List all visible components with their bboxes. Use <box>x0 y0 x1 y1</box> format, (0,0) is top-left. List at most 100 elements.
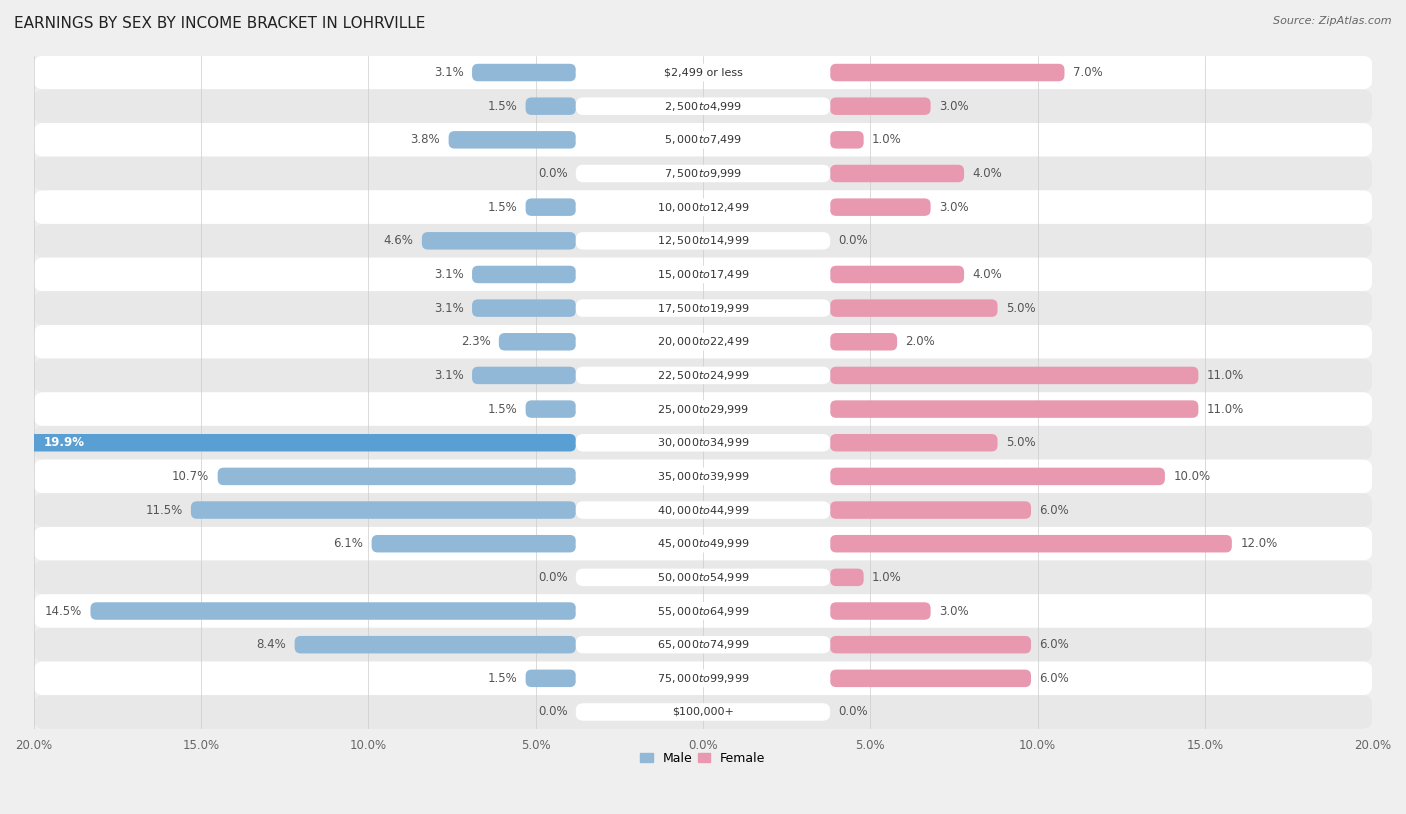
FancyBboxPatch shape <box>830 468 1166 485</box>
Text: 5.0%: 5.0% <box>1005 302 1036 315</box>
Text: 7.0%: 7.0% <box>1073 66 1102 79</box>
FancyBboxPatch shape <box>0 434 576 452</box>
FancyBboxPatch shape <box>576 636 830 654</box>
FancyBboxPatch shape <box>34 359 1372 392</box>
Text: $50,000 to $54,999: $50,000 to $54,999 <box>657 571 749 584</box>
FancyBboxPatch shape <box>576 670 830 687</box>
FancyBboxPatch shape <box>576 333 830 351</box>
FancyBboxPatch shape <box>830 636 1031 654</box>
Text: 0.0%: 0.0% <box>538 167 568 180</box>
FancyBboxPatch shape <box>34 392 1372 426</box>
FancyBboxPatch shape <box>830 131 863 149</box>
FancyBboxPatch shape <box>576 63 830 81</box>
Text: $20,000 to $22,499: $20,000 to $22,499 <box>657 335 749 348</box>
Text: 1.0%: 1.0% <box>872 133 901 147</box>
FancyBboxPatch shape <box>34 527 1372 561</box>
Text: 3.1%: 3.1% <box>434 302 464 315</box>
FancyBboxPatch shape <box>830 300 997 317</box>
Text: 6.0%: 6.0% <box>1039 504 1069 517</box>
FancyBboxPatch shape <box>526 670 576 687</box>
FancyBboxPatch shape <box>191 501 576 519</box>
FancyBboxPatch shape <box>830 434 997 452</box>
Text: Source: ZipAtlas.com: Source: ZipAtlas.com <box>1274 16 1392 26</box>
FancyBboxPatch shape <box>34 156 1372 190</box>
Text: 1.5%: 1.5% <box>488 403 517 416</box>
Text: 8.4%: 8.4% <box>256 638 287 651</box>
FancyBboxPatch shape <box>449 131 576 149</box>
FancyBboxPatch shape <box>90 602 576 619</box>
Text: 3.0%: 3.0% <box>939 605 969 618</box>
Text: 3.1%: 3.1% <box>434 369 464 382</box>
Text: $75,000 to $99,999: $75,000 to $99,999 <box>657 672 749 685</box>
FancyBboxPatch shape <box>576 98 830 115</box>
Text: 0.0%: 0.0% <box>538 571 568 584</box>
FancyBboxPatch shape <box>34 325 1372 359</box>
Text: $12,500 to $14,999: $12,500 to $14,999 <box>657 234 749 247</box>
FancyBboxPatch shape <box>576 232 830 250</box>
FancyBboxPatch shape <box>576 366 830 384</box>
Text: $55,000 to $64,999: $55,000 to $64,999 <box>657 605 749 618</box>
FancyBboxPatch shape <box>830 164 965 182</box>
Text: $5,000 to $7,499: $5,000 to $7,499 <box>664 133 742 147</box>
FancyBboxPatch shape <box>576 199 830 216</box>
FancyBboxPatch shape <box>472 265 576 283</box>
FancyBboxPatch shape <box>830 333 897 351</box>
Text: 12.0%: 12.0% <box>1240 537 1278 550</box>
Legend: Male, Female: Male, Female <box>636 746 770 770</box>
FancyBboxPatch shape <box>472 300 576 317</box>
Text: 2.3%: 2.3% <box>461 335 491 348</box>
Text: 3.1%: 3.1% <box>434 268 464 281</box>
FancyBboxPatch shape <box>34 662 1372 695</box>
Text: $100,000+: $100,000+ <box>672 707 734 717</box>
Text: 3.0%: 3.0% <box>939 99 969 112</box>
FancyBboxPatch shape <box>830 501 1031 519</box>
FancyBboxPatch shape <box>830 569 863 586</box>
Text: $30,000 to $34,999: $30,000 to $34,999 <box>657 436 749 449</box>
FancyBboxPatch shape <box>576 569 830 586</box>
Text: 6.1%: 6.1% <box>333 537 363 550</box>
FancyBboxPatch shape <box>34 291 1372 325</box>
FancyBboxPatch shape <box>371 535 576 553</box>
Text: 11.0%: 11.0% <box>1206 369 1244 382</box>
FancyBboxPatch shape <box>422 232 576 250</box>
Text: 10.7%: 10.7% <box>172 470 209 483</box>
Text: 14.5%: 14.5% <box>45 605 82 618</box>
Text: $25,000 to $29,999: $25,000 to $29,999 <box>657 403 749 416</box>
FancyBboxPatch shape <box>34 190 1372 224</box>
Text: 11.5%: 11.5% <box>145 504 183 517</box>
FancyBboxPatch shape <box>576 602 830 619</box>
Text: EARNINGS BY SEX BY INCOME BRACKET IN LOHRVILLE: EARNINGS BY SEX BY INCOME BRACKET IN LOH… <box>14 16 426 31</box>
FancyBboxPatch shape <box>34 695 1372 729</box>
FancyBboxPatch shape <box>830 670 1031 687</box>
Text: $17,500 to $19,999: $17,500 to $19,999 <box>657 302 749 315</box>
Text: 0.0%: 0.0% <box>838 234 868 247</box>
Text: 6.0%: 6.0% <box>1039 672 1069 685</box>
Text: 1.5%: 1.5% <box>488 200 517 213</box>
Text: 5.0%: 5.0% <box>1005 436 1036 449</box>
Text: $15,000 to $17,499: $15,000 to $17,499 <box>657 268 749 281</box>
Text: 3.1%: 3.1% <box>434 66 464 79</box>
FancyBboxPatch shape <box>576 164 830 182</box>
FancyBboxPatch shape <box>576 468 830 485</box>
Text: 3.8%: 3.8% <box>411 133 440 147</box>
FancyBboxPatch shape <box>576 400 830 418</box>
FancyBboxPatch shape <box>34 460 1372 493</box>
Text: $10,000 to $12,499: $10,000 to $12,499 <box>657 200 749 213</box>
Text: 6.0%: 6.0% <box>1039 638 1069 651</box>
FancyBboxPatch shape <box>472 63 576 81</box>
Text: 4.0%: 4.0% <box>973 268 1002 281</box>
Text: $22,500 to $24,999: $22,500 to $24,999 <box>657 369 749 382</box>
FancyBboxPatch shape <box>34 224 1372 258</box>
FancyBboxPatch shape <box>34 258 1372 291</box>
FancyBboxPatch shape <box>34 561 1372 594</box>
FancyBboxPatch shape <box>218 468 576 485</box>
FancyBboxPatch shape <box>34 493 1372 527</box>
Text: 19.9%: 19.9% <box>44 436 84 449</box>
FancyBboxPatch shape <box>526 199 576 216</box>
FancyBboxPatch shape <box>576 703 830 720</box>
FancyBboxPatch shape <box>34 90 1372 123</box>
FancyBboxPatch shape <box>830 265 965 283</box>
FancyBboxPatch shape <box>830 98 931 115</box>
FancyBboxPatch shape <box>34 594 1372 628</box>
FancyBboxPatch shape <box>526 98 576 115</box>
